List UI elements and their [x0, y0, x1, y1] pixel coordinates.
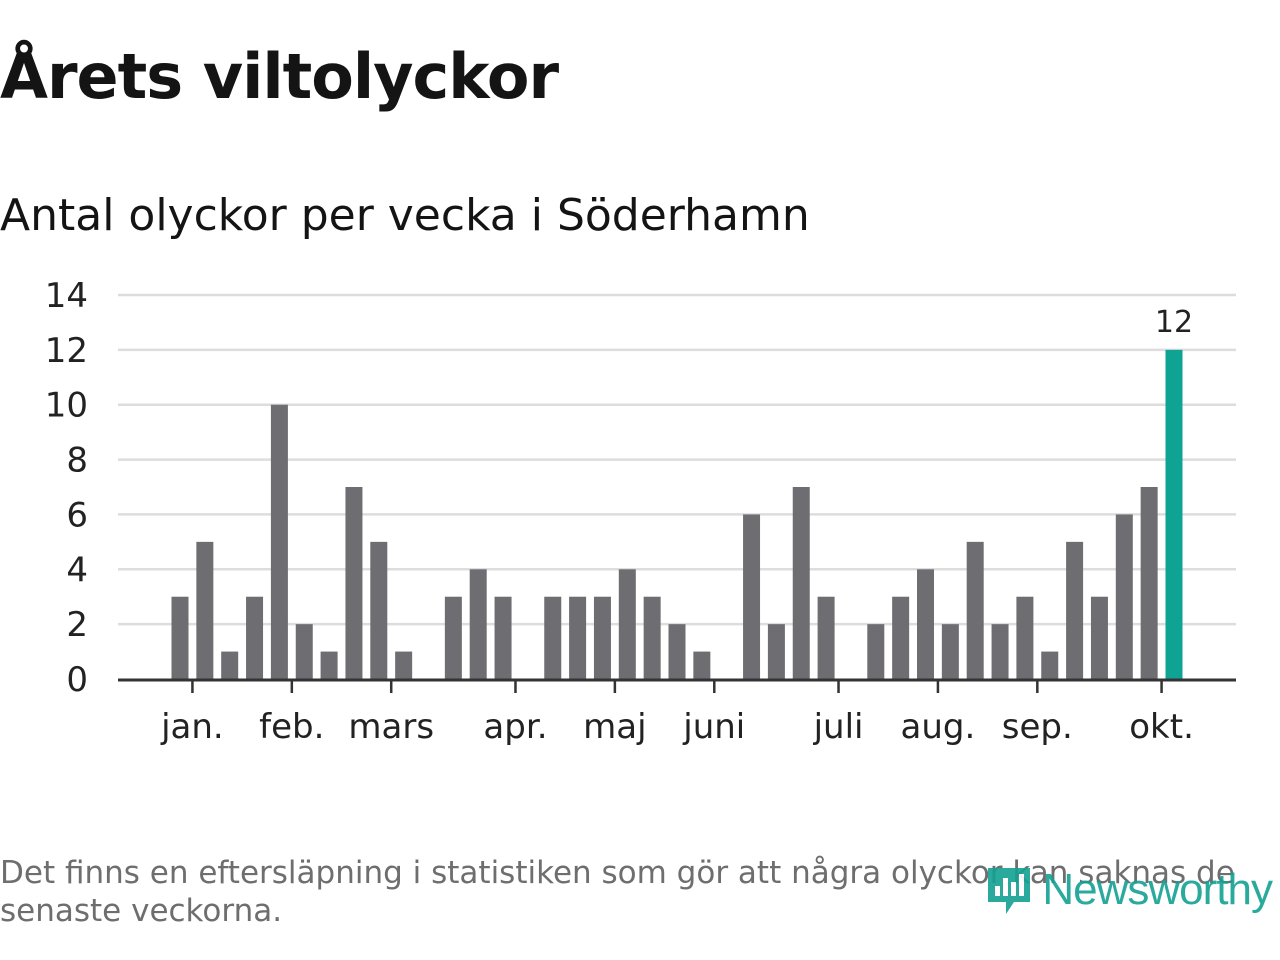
logo-text: Newsworthy — [1042, 865, 1273, 914]
y-tick-label: 2 — [66, 605, 88, 645]
x-tick-label: juli — [813, 707, 864, 747]
bar — [892, 596, 910, 679]
bar — [643, 596, 661, 679]
bar — [941, 624, 959, 679]
bar — [792, 487, 810, 679]
bar — [320, 651, 338, 679]
bar — [668, 624, 686, 679]
bar — [295, 624, 313, 679]
bar — [1140, 487, 1158, 679]
bar — [1090, 596, 1108, 679]
x-tick-label: maj — [583, 707, 646, 747]
x-tick-label: jan. — [160, 707, 224, 747]
bar — [469, 569, 487, 679]
bar — [370, 541, 388, 679]
chart-title: Årets viltolyckor — [0, 40, 559, 113]
bar — [1066, 541, 1084, 679]
bars — [171, 349, 1183, 679]
x-axis: jan. feb. mars apr. maj juni juli aug. sep. okt. — [118, 678, 1236, 747]
newsworthy-logo: Newsworthy — [984, 862, 1273, 918]
bar — [618, 569, 636, 679]
bar-highlight — [1165, 349, 1183, 679]
y-tick-label: 12 — [45, 331, 88, 371]
bar — [196, 541, 214, 679]
annotations: 12 — [1155, 305, 1193, 340]
x-tick-label: juni — [682, 707, 745, 747]
bar — [966, 541, 984, 679]
bar-chart: 0 2 4 6 8 10 12 14 jan. feb. mars apr. maj juni juli a… — [45, 276, 1236, 747]
y-tick-label: 6 — [66, 495, 88, 535]
bar — [817, 596, 835, 679]
bar — [494, 596, 512, 679]
bar — [867, 624, 885, 679]
bar — [593, 596, 611, 679]
bar — [171, 596, 189, 679]
bar — [991, 624, 1009, 679]
bar — [743, 514, 761, 679]
y-tick-label: 0 — [66, 660, 88, 700]
y-tick-label: 10 — [45, 386, 88, 426]
x-tick-label: feb. — [259, 707, 324, 747]
bar — [221, 651, 239, 679]
bar — [693, 651, 711, 679]
newsworthy-logo-icon — [988, 868, 1031, 914]
gridlines — [118, 293, 1236, 626]
x-tick-label: sep. — [1002, 707, 1073, 747]
y-axis-ticks: 0 2 4 6 8 10 12 14 — [45, 276, 88, 700]
bar — [270, 404, 288, 679]
y-tick-label: 14 — [45, 276, 88, 316]
data-label: 12 — [1155, 305, 1193, 340]
x-tick-label: mars — [348, 707, 434, 747]
x-tick-label: aug. — [901, 707, 976, 747]
bar — [767, 624, 785, 679]
bar — [1041, 651, 1059, 679]
bar — [246, 596, 264, 679]
x-tick-label: okt. — [1129, 707, 1194, 747]
bar — [544, 596, 562, 679]
x-tick-label: apr. — [483, 707, 547, 747]
y-tick-label: 4 — [66, 550, 88, 590]
bar — [444, 596, 462, 679]
y-tick-label: 8 — [66, 441, 88, 481]
bar — [1016, 596, 1034, 679]
bar — [569, 596, 587, 679]
bar — [395, 651, 413, 679]
chart-subtitle: Antal olyckor per vecka i Söderhamn — [0, 190, 810, 241]
bar — [1115, 514, 1133, 679]
bar — [917, 569, 934, 679]
bar — [345, 487, 363, 679]
